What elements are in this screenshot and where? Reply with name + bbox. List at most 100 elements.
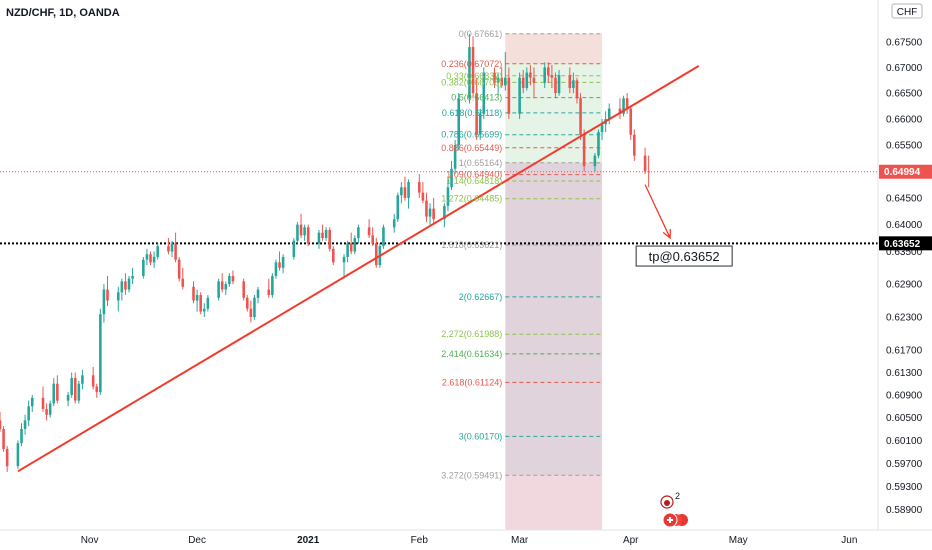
candle (521, 70, 525, 94)
candle (249, 300, 253, 323)
price-axis[interactable]: CHF 0.67500 0.67000 0.66500 0.66000 0.65500 0… (877, 0, 932, 530)
candle-body (557, 75, 561, 94)
candle-body (192, 286, 195, 301)
candle (346, 240, 349, 263)
candle (195, 289, 199, 312)
candle-body (400, 187, 403, 196)
fib-level-label: 0.5(0.66413) (451, 93, 502, 103)
fibonacci-extension[interactable] (505, 33, 603, 530)
drawings[interactable]: tp@0.63652 (17, 65, 733, 473)
candle (56, 375, 59, 404)
candle-body (131, 275, 134, 279)
fib-price: 0.66708 (467, 77, 500, 87)
fib-price: 0.66118 (467, 108, 499, 118)
price-tag-label: 0.63652 (884, 239, 921, 250)
candle (274, 259, 278, 279)
candle (45, 403, 48, 421)
candle-body (81, 375, 84, 384)
candle (152, 251, 156, 268)
candle-body (170, 243, 174, 252)
candle-body (52, 383, 56, 404)
annotation-text: tp@0.63652 (649, 249, 720, 264)
candle (432, 197, 435, 225)
fib-level-label: 0.382(0.66708) (441, 77, 502, 87)
fib-price: 0.60170 (467, 431, 500, 441)
fib-ratio: 3 (459, 431, 464, 441)
y-tick-label: 0.64000 (886, 220, 923, 231)
fib-level-label: 2.414(0.61634) (441, 349, 502, 359)
candle-body (2, 428, 5, 449)
candle-body (99, 314, 102, 393)
candle (471, 36, 475, 99)
candle (116, 286, 120, 312)
fib-level-label: 1.272(0.64485) (441, 194, 502, 204)
candle-body (446, 187, 450, 206)
candle-body (554, 77, 557, 94)
candle-body (550, 75, 554, 78)
candle (52, 378, 56, 407)
candle-body (633, 134, 636, 156)
candle (568, 67, 572, 94)
candle-body (593, 155, 597, 167)
candle-body (450, 168, 453, 188)
candle-body (478, 113, 482, 135)
candle-body (453, 145, 457, 169)
time-axis[interactable]: Nov Dec 2021 Feb Mar Apr May Jun (0, 529, 932, 546)
candle (66, 392, 70, 407)
fib-level-label: 3(0.60170) (459, 431, 503, 441)
candle (579, 93, 582, 140)
candle (5, 446, 9, 472)
candle (245, 295, 249, 312)
candle-body (374, 243, 378, 266)
candle-body (382, 227, 385, 247)
candle (643, 147, 647, 175)
candle-body (493, 72, 496, 83)
y-tick-label: 0.60100 (886, 436, 923, 447)
candle (371, 227, 374, 247)
trendline[interactable] (17, 65, 700, 473)
candle (453, 139, 457, 175)
y-tick-label: 0.60900 (886, 390, 923, 401)
candle-body (607, 108, 611, 120)
candle (99, 308, 102, 395)
fib-price: 0.67661 (467, 29, 500, 39)
y-tick-label: 0.62900 (886, 280, 923, 291)
candle-body (425, 200, 428, 217)
candle-body (116, 292, 120, 301)
y-tick-label: 0.60500 (886, 413, 923, 424)
candle-body (199, 295, 202, 312)
arrow-line[interactable] (644, 184, 671, 239)
candle (374, 238, 378, 268)
earnings-icon[interactable] (662, 512, 688, 528)
candle (95, 383, 99, 398)
candle (299, 213, 303, 239)
currency-label: CHF (897, 7, 918, 18)
candle-body (231, 275, 235, 282)
currency-badge[interactable] (891, 3, 923, 19)
candle (303, 224, 306, 241)
dividend-icon[interactable]: 2 (660, 491, 680, 509)
event-icons[interactable]: 2 (660, 491, 688, 528)
candle (392, 213, 396, 233)
candle (504, 52, 507, 91)
candle-body (306, 227, 310, 244)
x-tick-label: Dec (188, 535, 206, 546)
candle-body (278, 262, 281, 268)
candle-body (127, 278, 131, 290)
candle (253, 295, 256, 320)
tp-annotation[interactable]: tp@0.63652 (635, 245, 733, 267)
candle-body (482, 72, 486, 114)
candle (529, 64, 532, 86)
candle (228, 273, 231, 287)
candle (478, 108, 482, 140)
y-tick-label: 0.63500 (886, 247, 923, 258)
candle (23, 414, 27, 435)
candle-body (149, 254, 152, 263)
candle (328, 227, 331, 252)
candle-body (27, 406, 30, 421)
y-tick-label: 0.59300 (886, 482, 923, 493)
candle-body (331, 248, 335, 263)
candle-body (167, 246, 170, 252)
candle-body (73, 378, 77, 401)
